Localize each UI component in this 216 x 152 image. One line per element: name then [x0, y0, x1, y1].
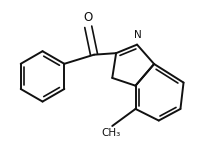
Text: CH₃: CH₃	[101, 128, 120, 138]
Text: N: N	[134, 30, 142, 40]
Text: O: O	[84, 11, 93, 24]
